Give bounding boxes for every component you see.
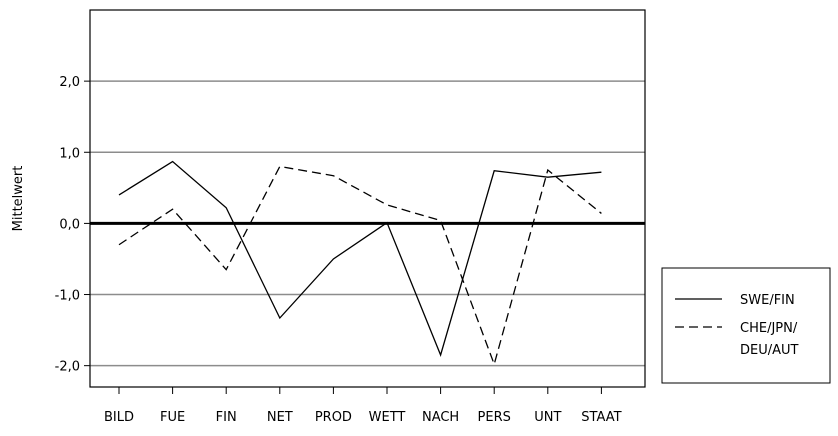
y-axis-label: Mittelwert	[11, 166, 26, 232]
series-line-2	[119, 166, 601, 364]
x-tick-label: PERS	[478, 410, 511, 425]
plot-frame	[90, 10, 645, 387]
legend-label: CHE/JPN/	[740, 321, 798, 336]
x-tick-label: FUE	[160, 410, 185, 425]
x-tick-label: PROD	[315, 410, 352, 425]
y-tick-label: -2,0	[55, 360, 80, 375]
y-tick-label: 2,0	[59, 75, 80, 90]
series-line-1	[119, 162, 601, 355]
y-tick-label: 0,0	[59, 217, 80, 232]
series	[119, 162, 601, 365]
legend: SWE/FIN CHE/JPN/DEU/AUT	[662, 268, 830, 383]
labels: 2,0 1,0 0,0 -1,0 -2,0 Mittelwert BILD FUE FIN NET…	[11, 75, 622, 425]
gridlines	[90, 81, 645, 366]
x-tick-label: WETT	[369, 410, 406, 425]
x-tick-label: FIN	[216, 410, 237, 425]
x-tick-label: STAAT	[581, 410, 621, 425]
legend-label: DEU/AUT	[740, 343, 799, 358]
x-tick-label: BILD	[104, 410, 134, 425]
x-tick-label: UNT	[534, 410, 561, 425]
legend-label: SWE/FIN	[740, 293, 795, 308]
x-tick-label: NACH	[422, 410, 459, 425]
y-tick-label: -1,0	[55, 289, 80, 304]
y-tick-label: 1,0	[59, 146, 80, 161]
axes	[84, 10, 645, 394]
x-tick-label: NET	[267, 410, 293, 425]
